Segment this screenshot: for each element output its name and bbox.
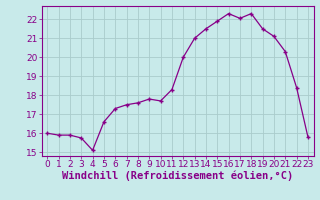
- X-axis label: Windchill (Refroidissement éolien,°C): Windchill (Refroidissement éolien,°C): [62, 171, 293, 181]
